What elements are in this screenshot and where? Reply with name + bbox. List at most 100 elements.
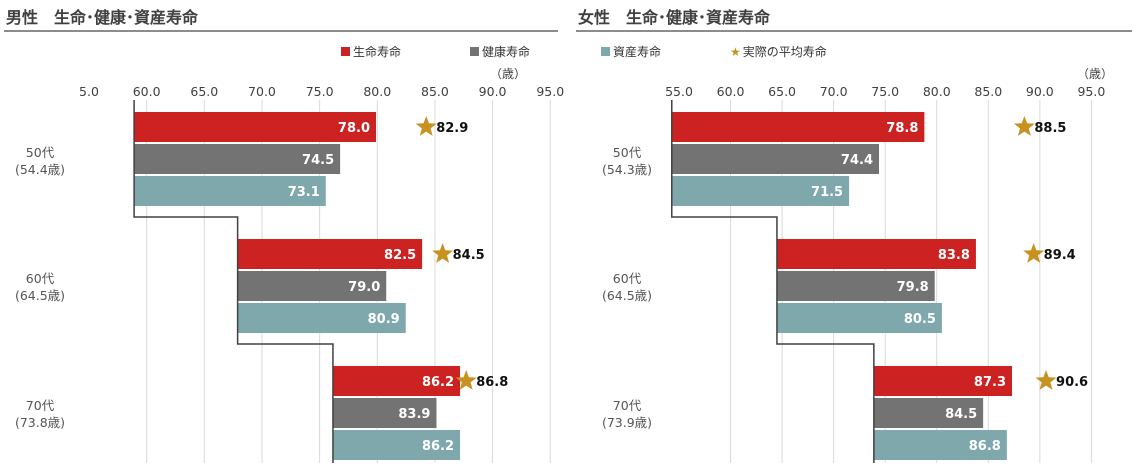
female-bar-life bbox=[776, 239, 976, 269]
female-x-tick-label: 70.0 bbox=[820, 84, 848, 99]
male-bar-label-life: 82.5 bbox=[384, 248, 416, 263]
female-bar-health bbox=[671, 144, 880, 174]
female-actual-label: 90.6 bbox=[1056, 375, 1088, 390]
female-x-tick-label: 80.0 bbox=[923, 84, 951, 99]
female-axis-unit: （歳） bbox=[1077, 67, 1113, 81]
male-category-sublabel: (64.5歳) bbox=[15, 288, 65, 303]
female-x-tick-label: 55.0 bbox=[665, 84, 693, 99]
female-category-sublabel: (73.9歳) bbox=[602, 415, 652, 430]
male-bar-asset bbox=[134, 176, 326, 206]
legend-star-icon: ★ bbox=[730, 45, 741, 59]
female-actual-label: 89.4 bbox=[1044, 248, 1076, 263]
male-bar-label-asset: 73.1 bbox=[288, 185, 320, 200]
female-actual-star-icon bbox=[1023, 243, 1045, 263]
male-bar-label-health: 74.5 bbox=[302, 153, 334, 168]
male-axis-unit: （歳） bbox=[490, 67, 526, 81]
female-category-label: 60代 bbox=[613, 271, 642, 286]
female-category-sublabel: (54.3歳) bbox=[602, 162, 652, 177]
female-actual-star-icon bbox=[1035, 370, 1057, 390]
male-bar-label-life: 86.2 bbox=[422, 375, 454, 390]
female-bar-label-life: 83.8 bbox=[938, 248, 970, 263]
female-title-rule bbox=[576, 30, 1132, 32]
female-actual-star-icon bbox=[1013, 116, 1035, 136]
male-x-tick-label: 60.0 bbox=[133, 84, 161, 99]
legend-health-swatch bbox=[470, 47, 479, 56]
legend-life-label: 生命寿命 bbox=[353, 45, 402, 59]
male-x-tick-label: 65.0 bbox=[190, 84, 218, 99]
male-x-tick-label: 70.0 bbox=[248, 84, 276, 99]
male-category-label: 60代 bbox=[26, 271, 55, 286]
female-bar-asset bbox=[671, 176, 850, 206]
female-x-tick-label: 90.0 bbox=[1026, 84, 1054, 99]
male-actual-star-icon bbox=[415, 116, 437, 136]
male-x-tick-label: 80.0 bbox=[363, 84, 391, 99]
female-category-label: 70代 bbox=[613, 398, 642, 413]
male-x-tick-label: 85.0 bbox=[421, 84, 449, 99]
male-age-step-line bbox=[133, 100, 334, 463]
male-category-label: 70代 bbox=[26, 398, 55, 413]
male-actual-label: 86.8 bbox=[476, 375, 508, 390]
male-bar-label-health: 79.0 bbox=[348, 280, 380, 295]
male-x-tick-label: 95.0 bbox=[536, 84, 564, 99]
female-bar-asset bbox=[873, 430, 1007, 460]
female-x-tick-label: 60.0 bbox=[717, 84, 745, 99]
female-bar-health bbox=[776, 271, 935, 301]
female-x-tick-label: 65.0 bbox=[768, 84, 796, 99]
male-x-tick-label: 75.0 bbox=[306, 84, 334, 99]
male-category-sublabel: (73.8歳) bbox=[15, 415, 65, 430]
legend-actual: ★ 実際の平均寿命 bbox=[730, 43, 827, 60]
female-bar-label-health: 74.4 bbox=[841, 153, 873, 168]
male-bar-asset bbox=[237, 303, 406, 333]
male-bar-label-asset: 80.9 bbox=[368, 312, 400, 327]
female-bar-label-asset: 71.5 bbox=[811, 185, 843, 200]
female-bar-label-life: 87.3 bbox=[974, 375, 1006, 390]
female-bar-label-asset: 86.8 bbox=[969, 439, 1001, 454]
female-category-label: 50代 bbox=[613, 145, 642, 160]
female-bar-life bbox=[671, 112, 925, 142]
female-chart-title: 女性 生命･健康･資産寿命 bbox=[578, 8, 771, 27]
female-bar-label-asset: 80.5 bbox=[904, 312, 936, 327]
male-bar-label-asset: 86.2 bbox=[422, 439, 454, 454]
female-age-step-line bbox=[671, 100, 875, 463]
legend-asset-label: 資産寿命 bbox=[613, 45, 662, 59]
female-bar-asset bbox=[776, 303, 942, 333]
male-bar-health bbox=[332, 398, 437, 428]
male-category-label: 50代 bbox=[26, 145, 55, 160]
male-bar-label-health: 83.9 bbox=[398, 407, 430, 422]
female-bar-health bbox=[873, 398, 984, 428]
female-chart: （歳） 55.0 60.0 65.0 70.0 75.0 80.0 85.0 90.0 95.0 7… bbox=[602, 67, 1113, 463]
male-bar-life bbox=[332, 366, 461, 396]
female-x-tick-label: 95.0 bbox=[1077, 84, 1105, 99]
female-bar-label-life: 78.8 bbox=[886, 121, 918, 136]
male-actual-label: 82.9 bbox=[436, 121, 468, 136]
female-x-tick-label: 75.0 bbox=[871, 84, 899, 99]
male-x-tick-label: 90.0 bbox=[479, 84, 507, 99]
male-actual-label: 84.5 bbox=[453, 248, 485, 263]
male-bar-health bbox=[134, 144, 341, 174]
legend-life-swatch bbox=[341, 47, 350, 56]
male-x-tick-label: 5.0 bbox=[79, 84, 99, 99]
female-actual-label: 88.5 bbox=[1034, 121, 1066, 136]
male-bar-life bbox=[134, 112, 376, 142]
male-title-rule bbox=[4, 30, 558, 32]
female-bar-label-health: 79.8 bbox=[897, 280, 929, 295]
female-bar-label-health: 84.5 bbox=[945, 407, 977, 422]
legend-asset-swatch bbox=[601, 47, 610, 56]
male-category-sublabel: (54.4歳) bbox=[15, 162, 65, 177]
male-actual-star-icon bbox=[455, 370, 477, 390]
legend-life: 生命寿命 bbox=[341, 43, 401, 60]
female-x-tick-label: 85.0 bbox=[974, 84, 1002, 99]
male-actual-star-icon bbox=[432, 243, 454, 263]
legend-health-label: 健康寿命 bbox=[482, 45, 531, 59]
male-bar-health bbox=[237, 271, 387, 301]
male-bar-asset bbox=[332, 430, 461, 460]
female-bar-life bbox=[873, 366, 1013, 396]
female-category-sublabel: (64.5歳) bbox=[602, 288, 652, 303]
legend-health: 健康寿命 bbox=[470, 43, 530, 60]
male-chart: （歳） 5.0 60.0 65.0 70.0 75.0 80.0 85.0 90.0 95.0 78… bbox=[15, 67, 564, 463]
male-chart-title: 男性 生命･健康･資産寿命 bbox=[6, 8, 199, 27]
male-bar-life bbox=[237, 239, 423, 269]
legend-asset: 資産寿命 bbox=[601, 43, 661, 60]
male-bar-label-life: 78.0 bbox=[338, 121, 370, 136]
legend-actual-label: 実際の平均寿命 bbox=[742, 45, 827, 59]
